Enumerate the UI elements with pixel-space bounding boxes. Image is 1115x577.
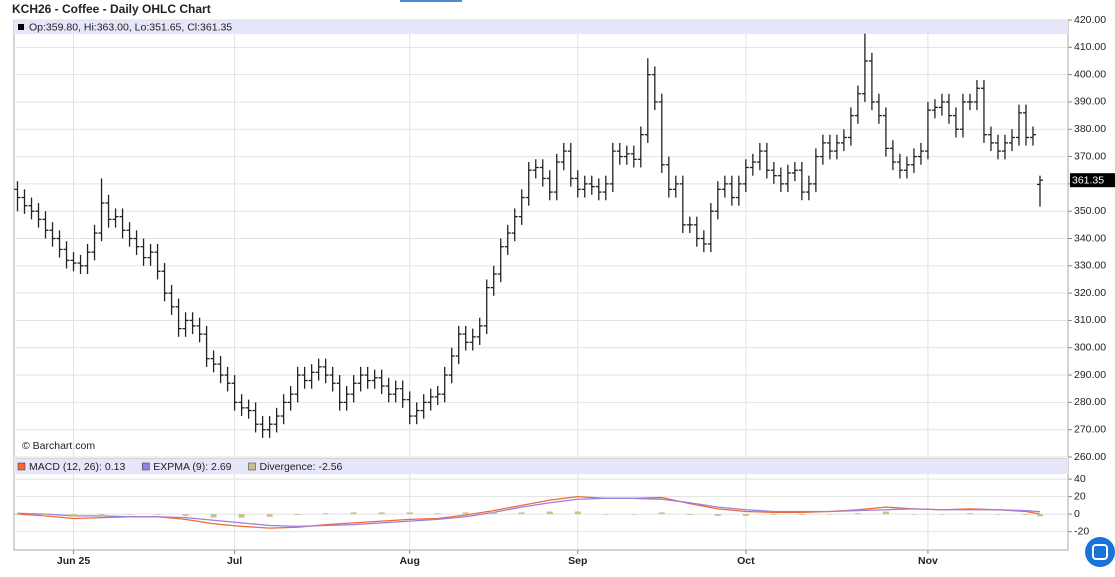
divergence-bar (14, 514, 21, 515)
divergence-bar (490, 512, 497, 515)
y-tick-label: 420.00 (1074, 14, 1106, 26)
divergence-bar (1022, 514, 1029, 515)
divergence-bar (658, 512, 665, 515)
x-tick-label: Oct (737, 555, 755, 567)
last-price-tag (1070, 173, 1115, 188)
indicator-line (17, 497, 1041, 528)
legend-label: Divergence: -2.56 (260, 461, 343, 473)
y-tick-label: 270.00 (1074, 423, 1106, 435)
divergence-bar (434, 513, 441, 515)
y-tick-label: 340.00 (1074, 232, 1106, 244)
divergence-bar (462, 512, 469, 515)
divergence-bar (854, 513, 861, 515)
divergence-bar (154, 514, 161, 515)
divergence-bar (938, 514, 945, 515)
legend-swatch (18, 24, 24, 30)
divergence-bar (798, 514, 805, 515)
help-button[interactable] (1085, 537, 1115, 567)
y-tick-label: 290.00 (1074, 369, 1106, 381)
indicator-line (17, 495, 1041, 529)
y-tick-label: -20 (1074, 525, 1089, 537)
divergence-bar (714, 514, 721, 516)
legend-label: EXPMA (9): 2.69 (153, 461, 231, 473)
divergence-bar (182, 514, 189, 516)
divergence-bar (406, 512, 413, 515)
y-tick-label: 390.00 (1074, 96, 1106, 108)
y-tick-label: 320.00 (1074, 287, 1106, 299)
divergence-bar (630, 514, 637, 515)
y-tick-label: 20 (1074, 490, 1086, 502)
help-icon (1092, 544, 1108, 560)
y-tick-label: 380.00 (1074, 123, 1106, 135)
x-tick-label: Jul (227, 555, 242, 567)
y-tick-label: 0 (1074, 508, 1080, 520)
y-tick-label: 350.00 (1074, 205, 1106, 217)
divergence-bar (70, 514, 77, 517)
divergence-bar (770, 514, 777, 515)
x-tick-label: Aug (399, 555, 419, 567)
chart-title: KCH26 - Coffee - Daily OHLC Chart (12, 2, 211, 16)
overlay: 361.35 MACD (12, 26): 0.13 EXPMA (9): 2.69… (17, 173, 1115, 473)
x-tick-label: Jun 25 (57, 555, 90, 567)
divergence-bar (574, 511, 581, 515)
divergence-bar (546, 511, 553, 515)
legend-swatch (17, 462, 26, 471)
divergence-bar (42, 514, 49, 516)
divergence-bar (1036, 514, 1043, 517)
y-tick-label: 260.00 (1074, 451, 1106, 463)
legend-swatch (142, 462, 150, 471)
divergence-bar (98, 514, 105, 516)
divergence-bar (602, 514, 609, 515)
divergence-bar (994, 514, 1001, 515)
x-tick-label: Sep (568, 555, 587, 567)
divergence-bar (126, 514, 133, 515)
divergence-bar (826, 514, 833, 515)
divergence-bar (378, 512, 385, 515)
divergence-bar (742, 514, 749, 516)
y-tick-label: 280.00 (1074, 396, 1106, 408)
credit: © Barchart.com (22, 440, 95, 452)
divergence-bar (910, 514, 917, 515)
y-tick-label: 300.00 (1074, 342, 1106, 354)
divergence-bar (266, 514, 273, 517)
last-price-label: 361.35 (1072, 174, 1104, 186)
y-tick-label: 40 (1074, 473, 1086, 485)
legend-label: MACD (12, 26): 0.13 (29, 461, 125, 473)
divergence-bar (210, 514, 217, 518)
legend-swatch (248, 462, 256, 471)
divergence-bar (322, 513, 329, 515)
divergence-bar (350, 512, 357, 515)
indicator-legend-strip (14, 459, 1068, 474)
divergence-bar (238, 514, 245, 518)
top-accent (400, 0, 462, 2)
divergence-bar (294, 514, 301, 515)
y-tick-label: 410.00 (1074, 41, 1106, 53)
y-tick-label: 330.00 (1074, 260, 1106, 272)
y-tick-label: 310.00 (1074, 314, 1106, 326)
x-tick-label: Nov (918, 555, 938, 567)
ohlc-legend: Op:359.80, Hi:363.00, Lo:351.65, Cl:361.… (29, 21, 232, 33)
divergence-bar (966, 513, 973, 515)
price-legend-strip (14, 20, 1068, 34)
divergence-bar (882, 511, 889, 515)
y-tick-label: 400.00 (1074, 68, 1106, 80)
y-tick-label: 370.00 (1074, 150, 1106, 162)
divergence-bar (518, 512, 525, 515)
divergence-bar (686, 514, 693, 515)
